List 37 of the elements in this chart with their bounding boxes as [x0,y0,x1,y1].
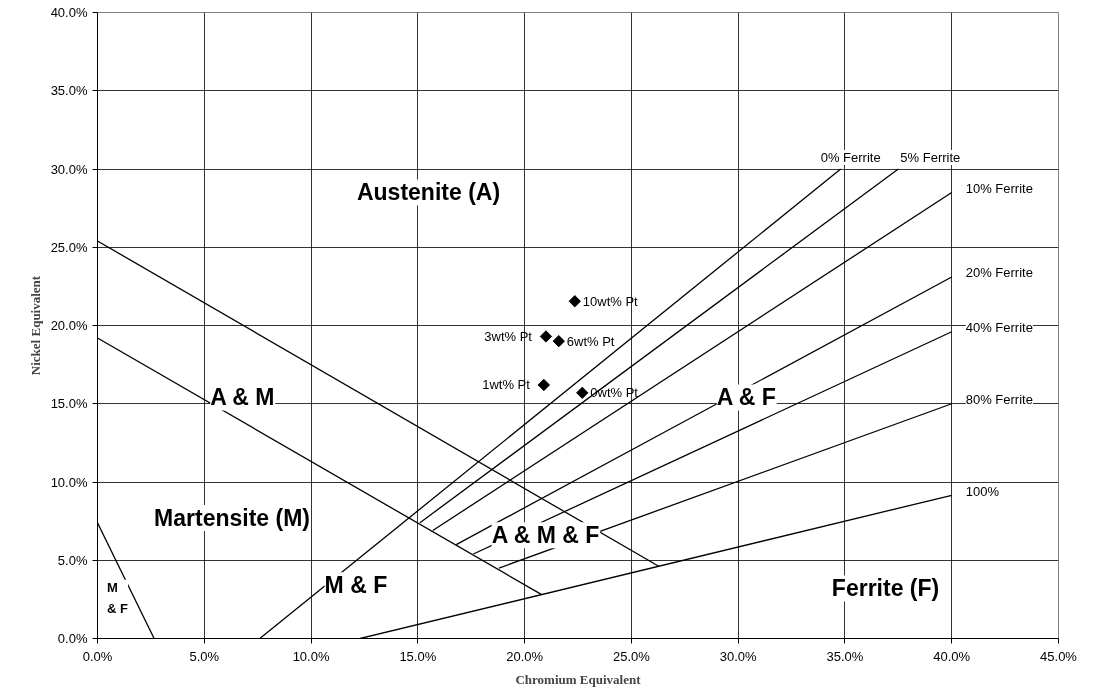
y-tick-label: 10.0% [50,474,88,490]
y-tick-label: 5.0% [57,552,88,568]
x-tick-label: 25.0% [612,648,651,664]
y-tick-label: 20.0% [50,318,88,333]
x-tick-label: 5.0% [189,648,220,664]
annotation: Austenite (A) [356,179,501,206]
series-label: 40% Ferrite [965,320,1033,336]
series-label: 20% Ferrite [965,265,1033,281]
annotation: A & F [716,384,776,411]
series-label: 10% Ferrite [965,180,1033,196]
x-tick-label: 10.0% [292,648,330,664]
y-tick-label: 15.0% [50,396,88,412]
series-label: 80% Ferrite [965,392,1033,408]
x-tick-label: 0.0% [82,648,113,664]
y-axis-title: Nickel Equivalent [27,275,43,376]
annotation: A & M [210,384,275,411]
x-tick-label: 45.0% [1040,648,1078,664]
annotation: 6wt% Pt [566,333,615,349]
y-tick-label: 35.0% [50,83,88,99]
y-tick-label: 0.0% [57,631,88,646]
y-tick-label: 40.0% [50,5,88,20]
x-axis-title: Chromium Equivalent [515,671,642,687]
x-tick-label: 40.0% [933,648,971,664]
y-tick-label: 25.0% [50,239,88,255]
annotation: A & M & F [491,522,600,549]
x-tick-label: 35.0% [826,648,864,664]
y-tick-label: 30.0% [50,161,88,177]
x-tick-label: 15.0% [399,648,437,664]
series-label: 0% Ferrite [820,150,881,165]
annotation: Ferrite (F) [831,575,940,602]
annotation: M & F [107,579,129,616]
x-tick-label: 20.0% [506,648,544,664]
series-label: 100% [965,483,1000,499]
series-label: 5% Ferrite [900,150,961,165]
annotation: M & F [324,572,388,599]
x-tick-label: 30.0% [719,648,758,664]
annotation: Martensite (M) [154,504,310,531]
